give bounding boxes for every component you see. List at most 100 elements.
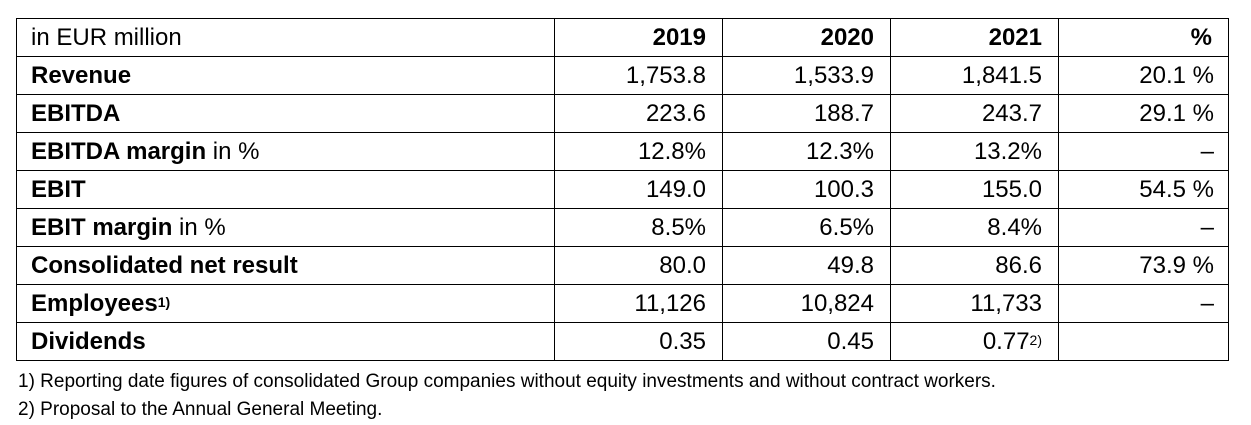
cell-ebitda-margin-2021: 13.2% bbox=[890, 132, 1059, 171]
row-label-dividends: Dividends bbox=[16, 322, 555, 361]
table-row-consolidated-net-result: Consolidated net result 80.0 49.8 86.6 73.9 … bbox=[16, 246, 1229, 285]
column-header-2019: 2019 bbox=[554, 18, 723, 57]
cell-ebit-2021: 155.0 bbox=[890, 170, 1059, 209]
cell-ebitda-2020: 188.7 bbox=[722, 94, 891, 133]
cell-value: 0.45 bbox=[827, 327, 874, 355]
cell-ebit-margin-2019: 8.5% bbox=[554, 208, 723, 247]
row-label-bold: Employees bbox=[31, 289, 158, 317]
cell-employees-2019: 11,126 bbox=[554, 284, 723, 323]
cell-value: 13.2% bbox=[973, 137, 1042, 165]
cell-value: 188.7 bbox=[813, 99, 874, 127]
cell-value: 6.5% bbox=[819, 213, 874, 241]
cell-value: 49.8 bbox=[827, 251, 874, 279]
cell-ebit-2019: 149.0 bbox=[554, 170, 723, 209]
cell-ebitda-percent: 29.1 % bbox=[1058, 94, 1229, 133]
row-label-ebitda-margin: EBITDA margin in % bbox=[16, 132, 555, 171]
cell-dividends-2020: 0.45 bbox=[722, 322, 891, 361]
cell-value: 11,126 bbox=[634, 289, 706, 317]
cell-value: 29.1 % bbox=[1139, 99, 1214, 127]
cell-value: 149.0 bbox=[645, 175, 706, 203]
cell-value: 86.6 bbox=[995, 251, 1042, 279]
row-label-unit: in % bbox=[206, 137, 260, 165]
cell-dividends-2021: 0.772) bbox=[890, 322, 1059, 361]
row-label-ebit-margin: EBIT margin in % bbox=[16, 208, 555, 247]
cell-ebitda-2021: 243.7 bbox=[890, 94, 1059, 133]
row-label-ebit: EBIT bbox=[16, 170, 555, 209]
table-row-ebitda-margin: EBITDA margin in % 12.8% 12.3% 13.2% – bbox=[16, 132, 1229, 171]
cell-revenue-2019: 1,753.8 bbox=[554, 56, 723, 95]
table-row-ebit-margin: EBIT margin in % 8.5% 6.5% 8.4% – bbox=[16, 208, 1229, 247]
cell-dividends-2019: 0.35 bbox=[554, 322, 723, 361]
column-header-2021: 2021 bbox=[890, 18, 1059, 57]
cell-value: 8.5% bbox=[651, 213, 706, 241]
cell-value: 12.8% bbox=[637, 137, 706, 165]
cell-value: 1,753.8 bbox=[625, 61, 706, 89]
cell-value: 0.35 bbox=[659, 327, 706, 355]
cell-value: 12.3% bbox=[805, 137, 874, 165]
cell-revenue-percent: 20.1 % bbox=[1058, 56, 1229, 95]
cell-ebit-percent: 54.5 % bbox=[1058, 170, 1229, 209]
cell-value: 1,841.5 bbox=[961, 61, 1042, 89]
row-label-bold: Revenue bbox=[31, 61, 132, 89]
row-label-employees: Employees1) bbox=[16, 284, 555, 323]
column-header-percent: % bbox=[1058, 18, 1229, 57]
cell-revenue-2020: 1,533.9 bbox=[722, 56, 891, 95]
footnote-marker: 2) bbox=[1029, 331, 1042, 348]
cell-consolidated-net-result-percent: 73.9 % bbox=[1058, 246, 1229, 285]
cell-value: 20.1 % bbox=[1139, 61, 1214, 89]
cell-consolidated-net-result-2019: 80.0 bbox=[554, 246, 723, 285]
cell-value: 223.6 bbox=[645, 99, 706, 127]
table-row-employees: Employees1) 11,126 10,824 11,733 – bbox=[16, 284, 1229, 323]
unit-label: in EUR million bbox=[16, 18, 555, 57]
row-label-bold: Consolidated net result bbox=[31, 251, 298, 279]
row-label-bold: EBIT margin bbox=[31, 213, 173, 241]
row-label-unit: in % bbox=[172, 213, 226, 241]
cell-ebitda-margin-percent: – bbox=[1058, 132, 1229, 171]
row-label-consolidated-net-result: Consolidated net result bbox=[16, 246, 555, 285]
row-label-bold: Dividends bbox=[31, 327, 146, 355]
table-row-dividends: Dividends 0.35 0.45 0.772) bbox=[16, 322, 1229, 361]
header-row: in EUR million 2019 2020 2021 % bbox=[16, 18, 1229, 57]
table-row-ebitda: EBITDA 223.6 188.7 243.7 29.1 % bbox=[16, 94, 1229, 133]
cell-employees-2020: 10,824 bbox=[722, 284, 891, 323]
cell-consolidated-net-result-2021: 86.6 bbox=[890, 246, 1059, 285]
cell-value: 80.0 bbox=[659, 251, 706, 279]
cell-value: 1,533.9 bbox=[793, 61, 874, 89]
column-header-2020: 2020 bbox=[722, 18, 891, 57]
cell-value: 10,824 bbox=[800, 289, 874, 317]
cell-value: 54.5 % bbox=[1139, 175, 1214, 203]
row-label-revenue: Revenue bbox=[16, 56, 555, 95]
cell-revenue-2021: 1,841.5 bbox=[890, 56, 1059, 95]
cell-ebitda-2019: 223.6 bbox=[554, 94, 723, 133]
cell-value: 73.9 % bbox=[1139, 251, 1214, 279]
cell-value: – bbox=[1200, 213, 1214, 241]
cell-value: 11,733 bbox=[970, 289, 1042, 317]
cell-value: 155.0 bbox=[981, 175, 1042, 203]
row-label-bold: EBITDA bbox=[31, 99, 121, 127]
row-label-bold: EBIT bbox=[31, 175, 86, 203]
table-row-revenue: Revenue 1,753.8 1,533.9 1,841.5 20.1 % bbox=[16, 56, 1229, 95]
cell-ebit-margin-2021: 8.4% bbox=[890, 208, 1059, 247]
cell-employees-percent: – bbox=[1058, 284, 1229, 323]
cell-ebit-margin-percent: – bbox=[1058, 208, 1229, 247]
cell-ebitda-margin-2020: 12.3% bbox=[722, 132, 891, 171]
cell-value: 8.4% bbox=[987, 213, 1042, 241]
cell-value: 100.3 bbox=[813, 175, 874, 203]
cell-dividends-percent bbox=[1058, 322, 1229, 361]
cell-ebitda-margin-2019: 12.8% bbox=[554, 132, 723, 171]
cell-value: – bbox=[1200, 137, 1214, 165]
financial-summary-table: in EUR million 2019 2020 2021 % Revenue 1… bbox=[16, 18, 1229, 361]
cell-ebit-2020: 100.3 bbox=[722, 170, 891, 209]
cell-employees-2021: 11,733 bbox=[890, 284, 1059, 323]
footnote-marker: 1) bbox=[157, 293, 171, 310]
cell-value: 0.77 bbox=[982, 327, 1030, 355]
cell-value: 243.7 bbox=[981, 99, 1042, 127]
cell-ebit-margin-2020: 6.5% bbox=[722, 208, 891, 247]
table-row-ebit: EBIT 149.0 100.3 155.0 54.5 % bbox=[16, 170, 1229, 209]
cell-consolidated-net-result-2020: 49.8 bbox=[722, 246, 891, 285]
cell-value: – bbox=[1200, 289, 1214, 317]
footnotes: 1) Reporting date figures of consolidate… bbox=[18, 368, 996, 424]
footnote-1: 1) Reporting date figures of consolidate… bbox=[18, 371, 996, 392]
row-label-bold: EBITDA margin bbox=[31, 137, 207, 165]
row-label-ebitda: EBITDA bbox=[16, 94, 555, 133]
